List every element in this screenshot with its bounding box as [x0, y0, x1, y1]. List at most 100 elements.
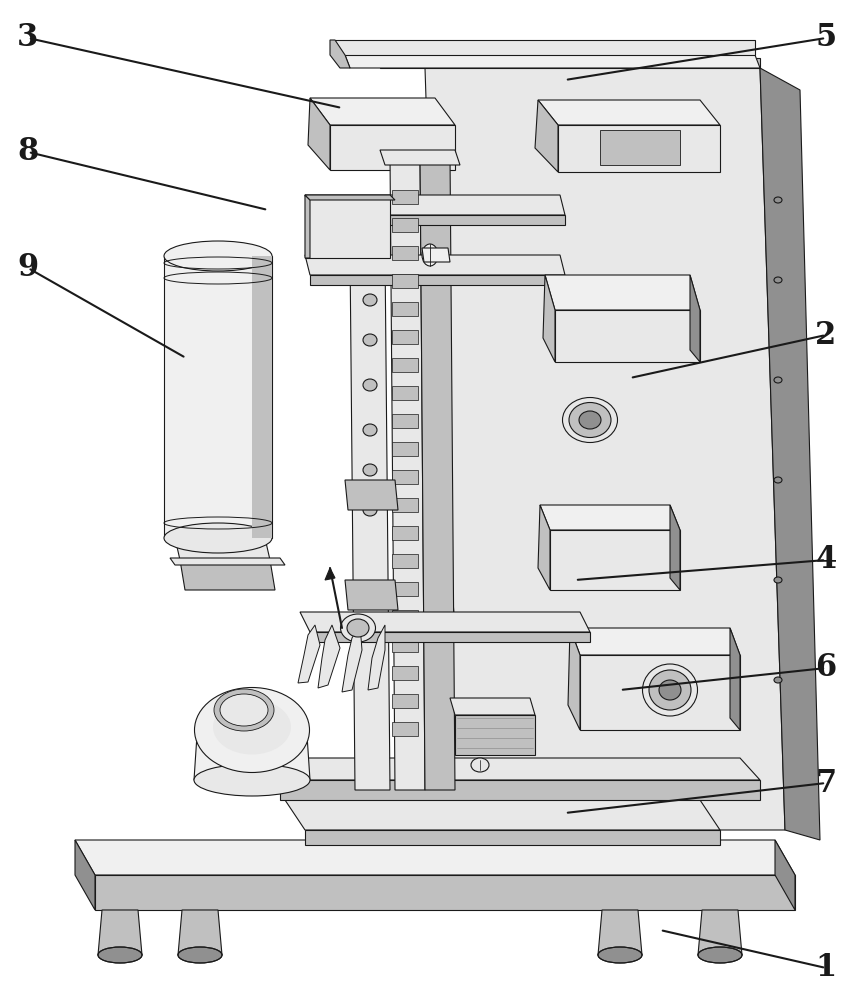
Ellipse shape: [164, 241, 272, 271]
Ellipse shape: [579, 411, 601, 429]
Polygon shape: [540, 505, 680, 530]
Polygon shape: [392, 582, 418, 596]
Ellipse shape: [178, 947, 222, 963]
Polygon shape: [550, 530, 680, 590]
Polygon shape: [535, 100, 558, 172]
Polygon shape: [325, 568, 335, 580]
Polygon shape: [178, 910, 222, 955]
Text: 1: 1: [816, 952, 836, 984]
Polygon shape: [690, 275, 700, 362]
Polygon shape: [392, 470, 418, 484]
Ellipse shape: [213, 700, 291, 754]
Polygon shape: [598, 910, 642, 955]
Ellipse shape: [569, 402, 611, 438]
Polygon shape: [298, 625, 320, 683]
Text: 5: 5: [816, 22, 836, 53]
Polygon shape: [570, 628, 740, 655]
Polygon shape: [543, 275, 555, 362]
Polygon shape: [380, 150, 460, 165]
Ellipse shape: [774, 377, 782, 383]
Polygon shape: [305, 195, 310, 258]
Polygon shape: [342, 625, 362, 692]
FancyBboxPatch shape: [600, 130, 680, 165]
Polygon shape: [760, 68, 820, 840]
Polygon shape: [425, 68, 785, 830]
Polygon shape: [350, 252, 390, 790]
Polygon shape: [300, 612, 590, 632]
Ellipse shape: [363, 464, 377, 476]
Polygon shape: [558, 125, 720, 172]
Ellipse shape: [363, 504, 377, 516]
Polygon shape: [545, 275, 700, 310]
Polygon shape: [450, 698, 535, 715]
Polygon shape: [392, 246, 418, 260]
Ellipse shape: [659, 680, 681, 700]
Ellipse shape: [194, 764, 310, 796]
Polygon shape: [580, 655, 740, 730]
Polygon shape: [392, 526, 418, 540]
Polygon shape: [392, 722, 418, 736]
Polygon shape: [775, 840, 795, 910]
Polygon shape: [392, 386, 418, 400]
Polygon shape: [392, 274, 418, 288]
Polygon shape: [392, 638, 418, 652]
Polygon shape: [345, 480, 398, 510]
Polygon shape: [164, 256, 272, 538]
Polygon shape: [308, 98, 330, 170]
Polygon shape: [310, 275, 565, 285]
Polygon shape: [392, 666, 418, 680]
Text: 3: 3: [17, 22, 39, 53]
Ellipse shape: [347, 619, 369, 637]
Polygon shape: [730, 628, 740, 730]
Polygon shape: [538, 100, 720, 125]
Polygon shape: [392, 554, 418, 568]
Text: 4: 4: [815, 544, 836, 576]
Ellipse shape: [214, 689, 274, 731]
Polygon shape: [75, 840, 95, 910]
Ellipse shape: [195, 688, 309, 772]
Polygon shape: [368, 625, 385, 690]
Polygon shape: [330, 40, 350, 68]
Polygon shape: [392, 330, 418, 344]
Polygon shape: [305, 195, 565, 215]
Polygon shape: [305, 195, 395, 200]
Polygon shape: [280, 780, 760, 800]
Polygon shape: [310, 632, 590, 642]
Polygon shape: [420, 155, 455, 790]
Polygon shape: [392, 414, 418, 428]
Polygon shape: [698, 910, 742, 955]
Polygon shape: [175, 538, 270, 560]
Polygon shape: [345, 580, 398, 610]
Polygon shape: [75, 840, 795, 875]
Ellipse shape: [363, 334, 377, 346]
Polygon shape: [310, 98, 455, 125]
Ellipse shape: [774, 577, 782, 583]
Polygon shape: [392, 358, 418, 372]
Polygon shape: [330, 125, 455, 170]
Polygon shape: [392, 694, 418, 708]
Polygon shape: [422, 248, 450, 262]
Polygon shape: [555, 310, 700, 362]
Ellipse shape: [649, 670, 691, 710]
Polygon shape: [310, 215, 565, 225]
Polygon shape: [194, 735, 310, 780]
Ellipse shape: [422, 244, 438, 266]
Ellipse shape: [471, 758, 489, 772]
Ellipse shape: [220, 694, 268, 726]
Polygon shape: [170, 558, 285, 565]
Ellipse shape: [363, 294, 377, 306]
Polygon shape: [180, 560, 275, 590]
Polygon shape: [455, 715, 535, 755]
Polygon shape: [252, 256, 272, 538]
Polygon shape: [305, 195, 390, 258]
Polygon shape: [568, 628, 580, 730]
Polygon shape: [392, 442, 418, 456]
Polygon shape: [335, 40, 755, 55]
Ellipse shape: [774, 197, 782, 203]
Ellipse shape: [340, 614, 375, 642]
Ellipse shape: [98, 947, 142, 963]
Ellipse shape: [598, 947, 642, 963]
Ellipse shape: [643, 664, 698, 716]
Polygon shape: [95, 875, 795, 910]
Ellipse shape: [562, 397, 618, 442]
